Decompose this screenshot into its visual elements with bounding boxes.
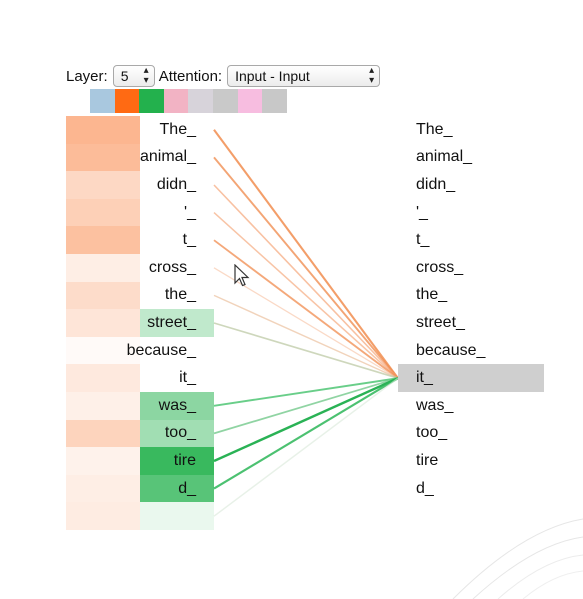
left-token-label: t_ [182, 231, 196, 249]
attention-heat-cell [66, 392, 140, 420]
right-token[interactable]: the_ [416, 286, 448, 304]
attention-weight-cell [140, 309, 214, 337]
head-color-swatch[interactable] [237, 89, 263, 113]
attention-heat-cell [66, 143, 140, 172]
left-token[interactable]: didn_ [66, 171, 214, 199]
attention-weight-cell [140, 474, 214, 503]
left-token[interactable]: it_ [66, 364, 214, 392]
left-token[interactable]: too_ [66, 419, 214, 448]
attention-heat-cell [66, 336, 140, 365]
head-color-swatch[interactable] [114, 89, 140, 113]
left-token-label: '_ [184, 203, 196, 221]
right-token[interactable]: The_ [416, 120, 453, 138]
right-token[interactable]: street_ [416, 313, 465, 331]
attention-heat-cell [66, 419, 140, 448]
attention-heat-cell [66, 254, 140, 282]
head-color-swatch[interactable] [188, 89, 213, 113]
layer-select[interactable]: 5 ▴ ▾ [112, 65, 155, 87]
attention-line [213, 212, 399, 379]
attention-line [213, 239, 399, 379]
attention-select[interactable]: Input - Input ▴ ▾ [227, 65, 381, 87]
right-token[interactable]: animal_ [416, 148, 473, 166]
right-token-selected[interactable]: it_ [398, 364, 544, 392]
select-arrows-icon: ▴ ▾ [143, 65, 149, 86]
layer-label: Layer: [66, 67, 108, 85]
left-token[interactable]: cross_ [66, 254, 214, 282]
left-token-label: street_ [147, 313, 196, 331]
right-token[interactable]: cross_ [416, 258, 464, 276]
left-token[interactable]: '_ [66, 198, 214, 227]
head-color-swatch[interactable] [139, 89, 164, 113]
attention-heat-cell [66, 502, 140, 530]
attention-weight-cell [140, 226, 214, 254]
left-token-label: it_ [179, 369, 196, 387]
head-color-swatch[interactable] [212, 89, 238, 113]
attention-weight-cell [140, 199, 214, 227]
attention-heat-cell [66, 198, 140, 227]
head-color-swatch[interactable] [262, 89, 287, 113]
left-token-label: because_ [126, 341, 196, 359]
left-token-label: cross_ [148, 258, 196, 276]
attention-heat-cell [66, 281, 140, 310]
attention-line [213, 377, 399, 490]
attention-heat-cell [66, 116, 140, 144]
left-token-label: didn_ [156, 175, 196, 193]
attention-heat-cell [66, 309, 140, 337]
attention-line [213, 377, 399, 407]
left-token-label: the_ [164, 286, 196, 304]
head-color-swatch[interactable] [90, 89, 115, 113]
attention-heat-cell [66, 171, 140, 199]
attention-line [213, 377, 399, 463]
left-token[interactable]: was_ [66, 392, 214, 420]
left-token[interactable]: animal_ [66, 143, 214, 172]
attention-line [213, 294, 399, 379]
right-token[interactable]: too_ [416, 424, 448, 442]
left-token[interactable]: street_ [66, 309, 214, 337]
attention-heat-cell [66, 474, 140, 503]
left-token-label: tire [173, 451, 196, 469]
right-token[interactable]: '_ [416, 203, 428, 221]
right-token[interactable]: was_ [416, 396, 454, 414]
left-token[interactable] [66, 502, 214, 530]
left-token[interactable]: tire [66, 447, 214, 475]
attention-line [213, 129, 399, 379]
attention-value: Input - Input [235, 68, 310, 84]
left-token-label: The_ [159, 120, 196, 138]
left-token[interactable]: The_ [66, 116, 214, 144]
right-token[interactable]: d_ [416, 479, 434, 497]
left-token-label: animal_ [139, 148, 196, 166]
attention-line [213, 377, 399, 517]
attention-line [213, 322, 399, 380]
controls-bar: Layer: 5 ▴ ▾ Attention: Input - Input ▴ ▾ [66, 64, 381, 88]
left-token[interactable]: because_ [66, 336, 214, 365]
attention-line [213, 377, 399, 435]
right-token[interactable]: tire [416, 451, 439, 469]
layer-value: 5 [120, 68, 129, 84]
attention-weight-cell [140, 364, 214, 392]
left-token[interactable]: d_ [66, 474, 214, 503]
attention-weight-cell [140, 447, 214, 475]
attention-heat-cell [66, 226, 140, 254]
right-token[interactable]: didn_ [416, 175, 456, 193]
head-color-swatch[interactable] [163, 89, 189, 113]
attention-heat-cell [66, 364, 140, 392]
attention-head-swatches [90, 89, 287, 113]
attention-weight-cell [140, 419, 214, 448]
left-token[interactable]: the_ [66, 281, 214, 310]
right-token[interactable]: because_ [416, 341, 486, 359]
mouse-cursor-icon [234, 264, 250, 287]
attention-heat-cell [66, 447, 140, 475]
select-arrows-icon: ▴ ▾ [369, 65, 375, 86]
left-token-label: was_ [158, 396, 196, 414]
attention-weight-cell [140, 502, 214, 530]
attention-label: Attention: [158, 67, 223, 85]
left-token-label: too_ [164, 424, 196, 442]
attention-weight-cell [140, 392, 214, 420]
left-token[interactable]: t_ [66, 226, 214, 254]
right-token[interactable]: t_ [416, 231, 430, 249]
left-token-label: d_ [178, 479, 196, 497]
